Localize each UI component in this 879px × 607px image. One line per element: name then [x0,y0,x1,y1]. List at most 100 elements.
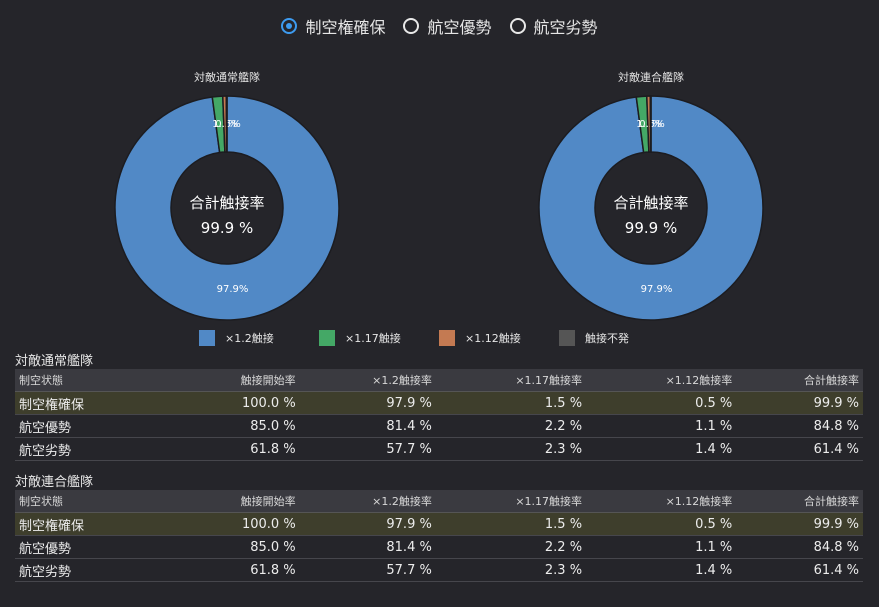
header-cell: ×1.17触接率 [435,490,587,513]
center-label: 合計触接率 [613,194,688,212]
radio-label: 航空劣勢 [533,18,598,37]
table-cell: 85.0 % [173,414,300,438]
table-cell: 57.7 % [299,558,436,582]
normal-fleet-rate-table: 制空状態 触接開始率 ×1.2触接率 ×1.17触接率 ×1.12触接率 合計触… [15,369,863,461]
legend-item-no-contact[interactable]: 触接不発 [559,330,649,346]
donut-slice[interactable] [538,95,764,321]
table-row: 制空権確保 100.0 % 97.9 % 1.5 % 0.5 % 99.9 % [15,391,863,415]
table-row: 航空劣勢 61.8 % 57.7 % 2.3 % 1.4 % 61.4 % [15,437,863,461]
table-cell: 制空権確保 [15,391,173,415]
table-header-row: 制空状態 触接開始率 ×1.2触接率 ×1.17触接率 ×1.12触接率 合計触… [15,490,863,513]
header-cell: 合計触接率 [736,369,863,392]
header-cell: ×1.2触接率 [299,490,436,513]
radio-air-superiority[interactable]: 航空優勢 [403,14,492,38]
donut-slice[interactable] [225,95,228,153]
table-cell: 99.9 % [736,512,863,536]
table-cell: 1.4 % [586,558,737,582]
table-cell: 航空優勢 [15,535,173,559]
table-row: 航空優勢 85.0 % 81.4 % 2.2 % 1.1 % 84.8 % [15,535,863,559]
radio-checked-icon[interactable] [281,18,298,34]
combined-fleet-section-title: 対敵連合艦隊 [15,475,94,490]
legend-item-x1-2[interactable]: ×1.2触接 [199,330,319,346]
slice-label: 0.5% [215,119,240,130]
table-cell: 85.0 % [173,535,300,559]
legend-swatch [319,330,335,346]
table-cell: 100.0 % [173,512,300,536]
table-cell: 1.1 % [586,535,737,559]
radio-air-supremacy[interactable]: 制空権確保 [281,14,385,38]
table-cell: 84.8 % [736,535,863,559]
table-cell: 2.2 % [435,414,587,438]
table-cell: 99.9 % [736,391,863,415]
table-cell: 100.0 % [173,391,300,415]
slice-label: 0.5% [639,119,664,130]
center-label: 合計触接率 [189,194,264,212]
radio-unchecked-icon[interactable] [403,18,420,34]
table-cell: 航空劣勢 [15,437,173,461]
table-cell: 2.3 % [435,437,587,461]
table-cell: 0.5 % [586,512,737,536]
air-state-radio-group: 制空権確保 航空優勢 航空劣勢 [0,14,879,38]
table-cell: 61.4 % [736,437,863,461]
combined-fleet-rate-table: 制空状態 触接開始率 ×1.2触接率 ×1.17触接率 ×1.12触接率 合計触… [15,490,863,582]
table-cell: 61.4 % [736,558,863,582]
table-cell: 1.5 % [435,391,587,415]
chart-title: 対敵通常艦隊 [194,70,260,84]
legend-item-x1-12[interactable]: ×1.12触接 [439,330,559,346]
legend-label: ×1.17触接 [345,332,401,345]
table-cell: 航空劣勢 [15,558,173,582]
header-cell: 制空状態 [15,369,173,392]
table-cell: 61.8 % [173,558,300,582]
table-cell: 航空優勢 [15,414,173,438]
table-cell: 57.7 % [299,437,436,461]
table-cell: 97.9 % [299,391,436,415]
legend-swatch [199,330,215,346]
chart-title: 対敵連合艦隊 [618,70,684,84]
normal-fleet-donut-chart: 対敵通常艦隊 97.9%1.5%0.5% 合計触接率 99.9 % [114,70,340,321]
radio-label: 航空優勢 [427,18,492,37]
legend-label: ×1.12触接 [465,332,521,345]
radio-label: 制空権確保 [305,18,386,37]
legend-label: 触接不発 [585,332,629,345]
center-value: 99.9 % [625,219,677,237]
table-row: 制空権確保 100.0 % 97.9 % 1.5 % 0.5 % 99.9 % [15,512,863,536]
legend-swatch [559,330,575,346]
table-cell: 2.2 % [435,535,587,559]
table-cell: 61.8 % [173,437,300,461]
table-header-row: 制空状態 触接開始率 ×1.2触接率 ×1.17触接率 ×1.12触接率 合計触… [15,369,863,392]
table-cell: 97.9 % [299,512,436,536]
slice-label: 97.9% [641,284,673,295]
table-cell: 84.8 % [736,414,863,438]
contact-rate-charts: 対敵通常艦隊 97.9%1.5%0.5% 合計触接率 99.9 % 対敵連合艦隊… [114,70,764,321]
header-cell: 合計触接率 [736,490,863,513]
radio-unchecked-icon[interactable] [509,18,526,34]
table-cell: 81.4 % [299,535,436,559]
header-cell: 制空状態 [15,490,173,513]
table-cell: 制空権確保 [15,512,173,536]
donut-slice[interactable] [114,95,340,321]
header-cell: ×1.2触接率 [299,369,436,392]
table-cell: 1.4 % [586,437,737,461]
table-cell: 81.4 % [299,414,436,438]
table-cell: 1.5 % [435,512,587,536]
table-cell: 0.5 % [586,391,737,415]
donut-slice[interactable] [649,95,652,153]
chart-legend: ×1.2触接 ×1.17触接 ×1.12触接 触接不発 [199,330,649,346]
normal-fleet-section-title: 対敵通常艦隊 [15,354,94,369]
combined-fleet-donut-chart: 対敵連合艦隊 97.9%1.5%0.5% 合計触接率 99.9 % [538,70,764,321]
header-cell: ×1.12触接率 [586,369,737,392]
legend-item-x1-17[interactable]: ×1.17触接 [319,330,439,346]
legend-swatch [439,330,455,346]
header-cell: 触接開始率 [173,490,300,513]
table-row: 航空劣勢 61.8 % 57.7 % 2.3 % 1.4 % 61.4 % [15,558,863,582]
table-cell: 1.1 % [586,414,737,438]
table-row: 航空優勢 85.0 % 81.4 % 2.2 % 1.1 % 84.8 % [15,414,863,438]
slice-label: 97.9% [217,284,249,295]
header-cell: ×1.12触接率 [586,490,737,513]
header-cell: ×1.17触接率 [435,369,587,392]
table-cell: 2.3 % [435,558,587,582]
radio-air-denial[interactable]: 航空劣勢 [509,14,598,38]
center-value: 99.9 % [201,219,253,237]
header-cell: 触接開始率 [173,369,300,392]
legend-label: ×1.2触接 [225,332,274,345]
